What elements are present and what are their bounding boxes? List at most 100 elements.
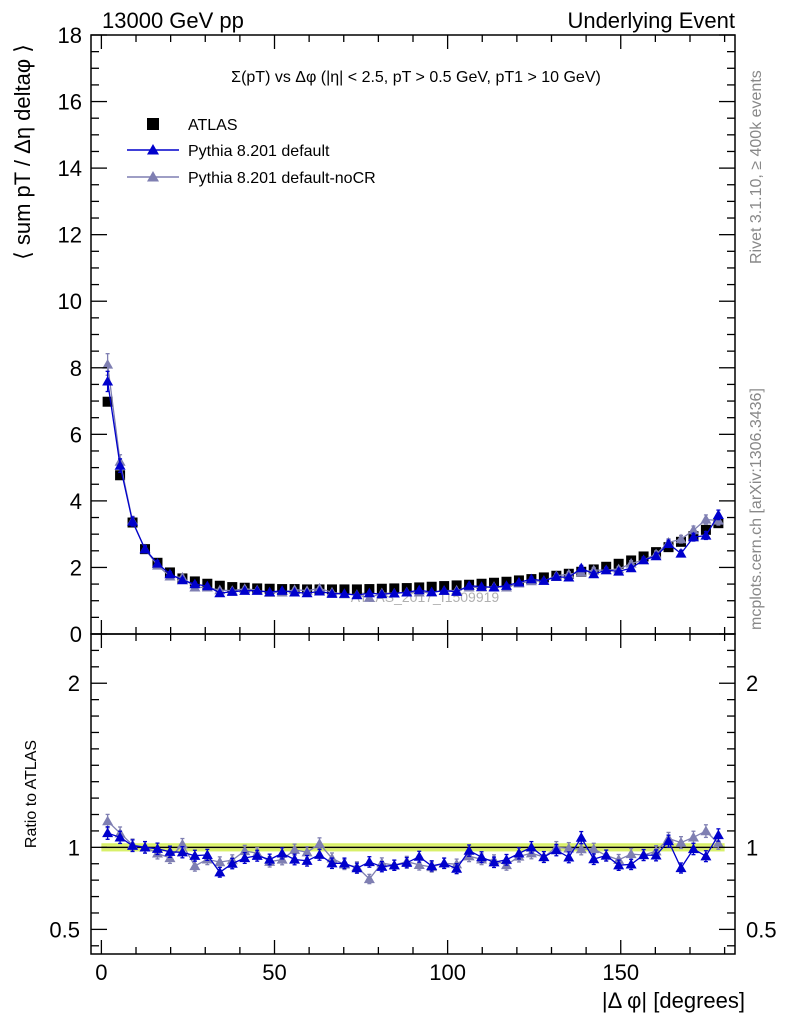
atlas-point <box>102 396 113 407</box>
ratio-default-point <box>675 862 687 873</box>
ratio-default-point <box>638 849 650 860</box>
ratio-default-point <box>625 858 637 869</box>
ratio-default-point <box>176 846 188 857</box>
ratio-default-point <box>151 843 163 853</box>
ratio-default-point <box>426 860 438 871</box>
ratio-nocr-point <box>712 837 724 848</box>
default-point <box>538 575 550 585</box>
ratio-default-point <box>388 859 400 870</box>
ratio-default-point <box>301 855 313 865</box>
ratio-default-point <box>488 856 500 867</box>
default-point <box>550 571 562 581</box>
y-tick-label: 14 <box>58 156 82 181</box>
ratio-default-point <box>538 851 550 862</box>
nocr-point <box>700 514 712 524</box>
default-point <box>102 375 114 386</box>
ratio-default-point <box>525 841 537 852</box>
legend-atlas-marker <box>147 118 159 130</box>
legend-label: Pythia 8.201 default-noCR <box>188 170 376 187</box>
ratio-nocr-point <box>363 873 375 884</box>
ratio-nocr-point <box>301 846 313 857</box>
default-point <box>575 562 587 573</box>
ratio-default-point <box>575 832 587 842</box>
ratio-default-point <box>226 858 238 868</box>
ratio-nocr-point <box>314 838 326 848</box>
y-tick-label: 6 <box>70 422 82 447</box>
rivet-label: Rivet 3.1.10, ≥ 400k events <box>748 70 765 264</box>
ratio-default-point <box>700 850 712 861</box>
nocr-point <box>687 524 699 535</box>
ratio-default-point <box>314 849 326 859</box>
ratio-axes: 0 50 100 150 0.5 0.5 1 1 2 2 <box>49 633 777 985</box>
y-tick-label: 12 <box>58 223 82 248</box>
default-point <box>388 587 400 598</box>
ratio-default-line <box>107 832 719 874</box>
atlas-point <box>700 524 711 535</box>
ratio-nocr-point <box>675 837 687 847</box>
ratio-default-point <box>500 854 512 864</box>
ratio-default-point <box>563 851 575 862</box>
default-point <box>363 587 375 598</box>
default-point <box>675 547 687 558</box>
ratio-nocr-point <box>563 842 575 853</box>
default-point <box>588 568 600 579</box>
ratio-default-point <box>264 853 276 864</box>
ratio-default-point <box>413 851 425 861</box>
x-tick-label: 150 <box>602 960 639 985</box>
y-axis-label: ⟨ sum pT / Δη deltaφ ⟩ <box>10 44 35 260</box>
ratio-default-point <box>663 835 675 846</box>
ratio-default-point <box>338 857 350 868</box>
default-point <box>488 581 500 592</box>
default-point <box>201 580 213 591</box>
ratio-default-point <box>114 831 126 842</box>
main-axes: 0 2 4 6 8 10 12 14 16 18 <box>58 23 736 647</box>
y-tick-label: 10 <box>58 289 82 314</box>
x-tick-label: 50 <box>262 960 286 985</box>
ratio-default-point <box>289 853 301 864</box>
default-point <box>600 564 612 575</box>
default-point <box>401 586 413 597</box>
ratio-default-point <box>189 850 201 860</box>
ratio-default-point <box>201 849 213 860</box>
default-point <box>476 581 488 591</box>
default-point <box>264 586 276 597</box>
default-point <box>301 587 313 598</box>
y-tick-label: 18 <box>58 23 82 48</box>
y-tick-label: 8 <box>70 356 82 381</box>
legend-label: Pythia 8.201 default <box>188 143 330 160</box>
default-point <box>525 573 537 584</box>
default-point <box>613 565 625 576</box>
ratio-default-point <box>376 861 388 871</box>
ratio-default-point <box>451 863 463 873</box>
ratio-nocr-point <box>214 856 226 867</box>
default-point <box>289 586 301 597</box>
ratio-nocr-point <box>189 860 201 871</box>
header-left: 13000 GeV pp <box>102 8 244 33</box>
default-point <box>214 587 226 598</box>
ratio-nocr-point <box>176 838 188 849</box>
x-axis-label: |Δ φ| [degrees] <box>602 988 745 1013</box>
default-point <box>114 460 126 470</box>
nocr-point <box>675 533 687 544</box>
y-tick-label: 4 <box>70 489 82 514</box>
ratio-nocr-point <box>289 844 301 854</box>
default-point <box>700 529 712 540</box>
default-point <box>376 588 388 599</box>
default-point <box>563 571 575 582</box>
legend-triangle <box>147 144 159 155</box>
ratio-nocr-point <box>613 854 625 864</box>
ratio-y-tick-label-right: 0.5 <box>746 917 777 942</box>
ratio-nocr-point <box>625 848 637 859</box>
default-point <box>451 586 463 596</box>
ratio-nocr-point <box>102 815 114 826</box>
default-point <box>251 585 263 595</box>
default-point <box>338 588 350 598</box>
default-point <box>314 585 326 596</box>
ratio-frame <box>90 633 736 955</box>
default-point <box>712 509 724 519</box>
default-point <box>500 580 512 590</box>
ratio-panel: 0 50 100 150 0.5 0.5 1 1 2 2 Ratio to ATLAS |Δ φ|… <box>23 633 777 1013</box>
default-point <box>139 543 151 554</box>
ratio-default-point <box>463 845 475 855</box>
